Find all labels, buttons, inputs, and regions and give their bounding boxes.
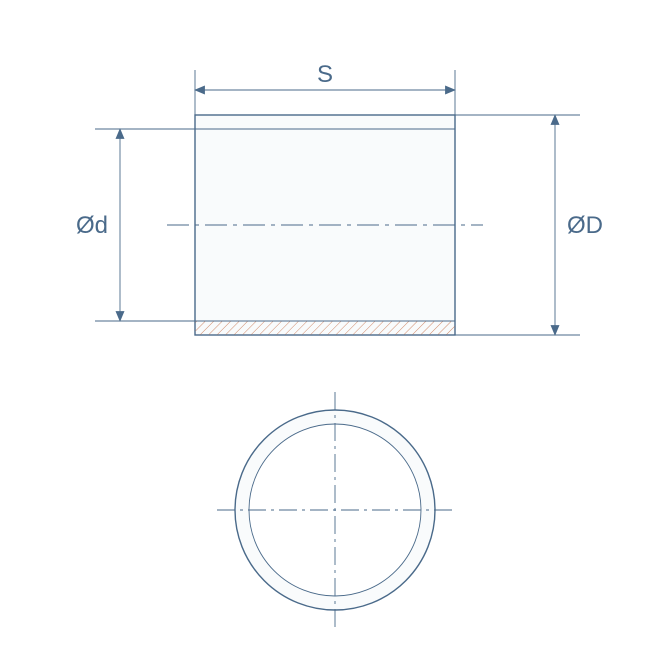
- label-S: S: [317, 61, 333, 88]
- end-view-ring: [217, 392, 453, 628]
- center-mark: [217, 392, 453, 628]
- side-elevation: S Ød ØD: [76, 61, 603, 335]
- bushing-drawing: S Ød ØD: [0, 0, 671, 670]
- label-D: ØD: [567, 212, 603, 239]
- label-d: Ød: [76, 212, 108, 239]
- dimension-width: S: [195, 61, 455, 115]
